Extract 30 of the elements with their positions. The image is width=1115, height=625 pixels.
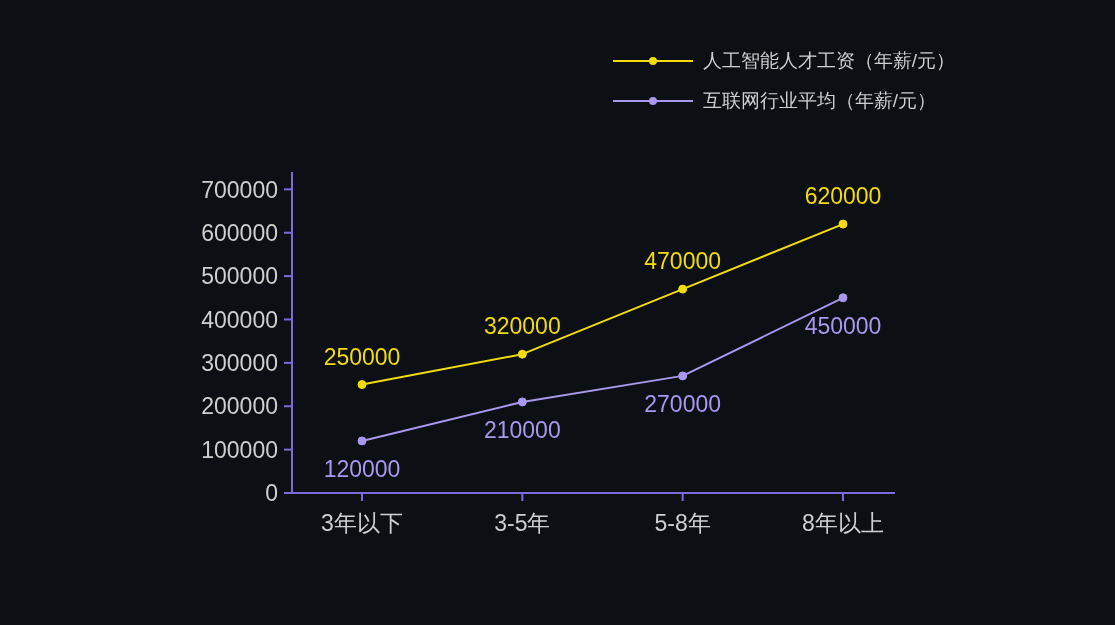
y-tick-label: 500000 xyxy=(201,263,278,290)
x-tick-label: 3年以下 xyxy=(321,510,403,537)
data-label: 470000 xyxy=(644,248,722,275)
point xyxy=(517,349,527,359)
y-tick-label: 100000 xyxy=(201,436,278,463)
x-tick-label: 5-8年 xyxy=(654,510,711,537)
data-label: 210000 xyxy=(483,417,561,444)
data-label: 450000 xyxy=(804,313,882,340)
x-tick-label: 3-5年 xyxy=(494,510,551,537)
legend-label: 人工智能人才工资（年薪/元） xyxy=(702,49,955,73)
data-label: 250000 xyxy=(323,343,401,370)
y-tick-label: 600000 xyxy=(201,219,278,246)
point xyxy=(357,380,367,390)
data-label: 270000 xyxy=(644,391,722,418)
point xyxy=(517,397,527,407)
y-tick-label: 0 xyxy=(265,480,278,507)
x-tick-label: 8年以上 xyxy=(802,510,884,537)
point xyxy=(838,219,848,229)
y-tick-label: 700000 xyxy=(201,176,278,203)
data-label: 120000 xyxy=(323,456,401,483)
data-label: 620000 xyxy=(804,183,882,210)
y-tick-label: 200000 xyxy=(201,393,278,420)
y-tick-label: 300000 xyxy=(201,350,278,377)
point xyxy=(678,284,688,294)
y-tick-label: 400000 xyxy=(201,306,278,333)
data-label: 320000 xyxy=(483,313,561,340)
point xyxy=(838,293,848,303)
point xyxy=(357,436,367,446)
point xyxy=(678,371,688,381)
legend-label: 互联网行业平均（年薪/元） xyxy=(702,89,936,113)
